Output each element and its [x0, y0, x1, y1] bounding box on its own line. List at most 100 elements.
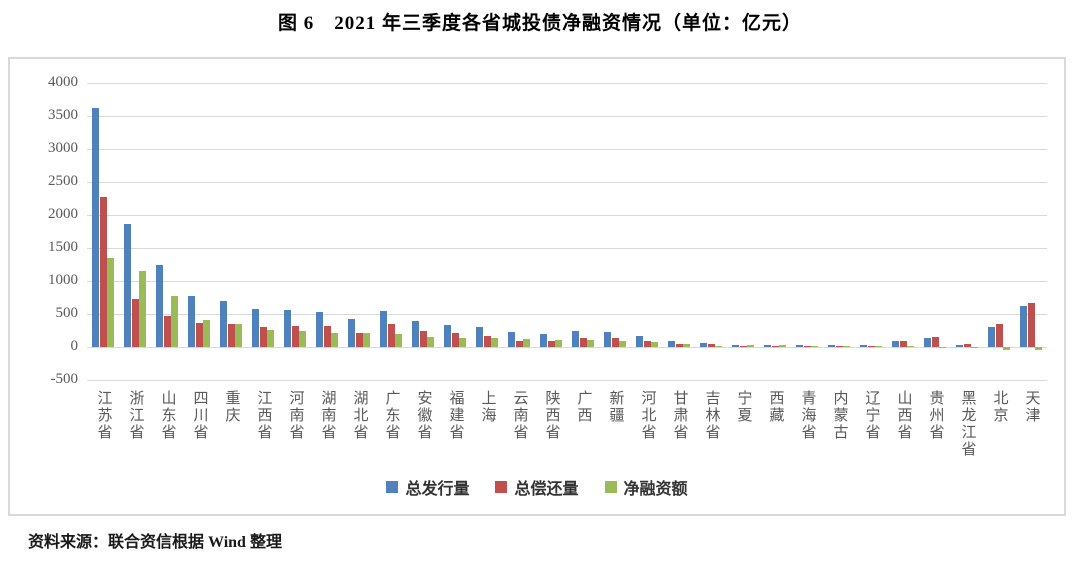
x-category-label: 吉林省 — [703, 390, 720, 441]
bar-总发行量-湖北省 — [348, 319, 355, 347]
bar-净融资额-新疆 — [619, 341, 626, 347]
bar-净融资额-四川省 — [203, 319, 210, 347]
bar-净融资额-辽宁省 — [875, 346, 882, 347]
bar-净融资额-湖南省 — [331, 333, 338, 347]
x-category-label: 重庆 — [223, 390, 240, 424]
bar-净融资额-福建省 — [459, 338, 466, 347]
gridline — [87, 149, 1047, 150]
x-category-label: 北京 — [991, 390, 1008, 424]
gridline — [87, 314, 1047, 315]
x-category-label: 天津 — [1023, 390, 1040, 424]
x-category-label: 江苏省 — [95, 390, 112, 441]
bar-净融资额-北京 — [1003, 347, 1010, 350]
bar-总发行量-福建省 — [444, 324, 451, 347]
bar-总偿还量-广东省 — [387, 323, 395, 347]
bar-净融资额-江西省 — [267, 329, 274, 347]
bar-净融资额-河南省 — [299, 331, 306, 347]
bar-净融资额-贵州省 — [939, 347, 946, 348]
gridline — [87, 281, 1047, 282]
x-category-label: 青海省 — [799, 390, 816, 441]
bar-总偿还量-北京 — [995, 323, 1003, 347]
x-category-label: 陕西省 — [543, 390, 560, 441]
bar-总偿还量-湖北省 — [355, 333, 363, 347]
x-category-label: 湖北省 — [351, 390, 368, 441]
bar-总发行量-上海 — [476, 327, 483, 347]
legend-item: 总偿还量 — [495, 475, 579, 499]
bar-总偿还量-新疆 — [611, 338, 619, 347]
x-category-label: 四川省 — [191, 390, 208, 441]
bar-净融资额-山西省 — [907, 346, 914, 347]
bar-总偿还量-广西 — [579, 337, 587, 347]
bar-总发行量-甘肃省 — [668, 341, 675, 347]
x-category-label: 内蒙古 — [831, 390, 848, 441]
chart-container: 4000 3500 3000 2500 2000 1500 1000 500 0 -500 江苏省浙… — [8, 57, 1066, 516]
chart-legend: 总发行量 总偿还量 净融资额 — [10, 475, 1064, 499]
x-category-label: 河南省 — [287, 390, 304, 441]
bar-净融资额-甘肃省 — [683, 344, 690, 347]
bar-总发行量-陕西省 — [540, 334, 547, 347]
bar-净融资额-天津 — [1035, 347, 1042, 351]
y-axis-tick-label: 2500 — [48, 173, 78, 189]
x-category-label: 甘肃省 — [671, 390, 688, 441]
bar-总偿还量-西藏 — [771, 346, 779, 347]
legend-label: 总发行量 — [405, 481, 470, 498]
gridline — [87, 83, 1047, 84]
bar-总偿还量-天津 — [1027, 303, 1035, 347]
y-axis-tick-label: 2000 — [48, 206, 78, 222]
y-axis-tick-label: 0 — [70, 338, 79, 354]
bar-净融资额-浙江省 — [139, 271, 146, 347]
bar-总偿还量-上海 — [483, 335, 491, 347]
bar-净融资额-江苏省 — [107, 257, 114, 347]
bar-总发行量-湖南省 — [316, 312, 323, 347]
bar-总发行量-辽宁省 — [860, 345, 867, 347]
x-category-label: 辽宁省 — [863, 390, 880, 441]
bar-总偿还量-云南省 — [515, 340, 523, 347]
bar-总偿还量-重庆 — [227, 323, 235, 347]
bar-总发行量-北京 — [988, 326, 995, 347]
y-axis-tick-label: 3000 — [48, 140, 78, 156]
bar-总偿还量-山西省 — [899, 341, 907, 347]
x-category-label: 广西 — [575, 390, 592, 424]
bar-总发行量-黑龙江省 — [956, 344, 963, 347]
bar-净融资额-内蒙古 — [843, 346, 850, 347]
bar-净融资额-河北省 — [651, 342, 658, 347]
legend-label: 净融资额 — [623, 481, 688, 498]
y-axis-tick-label: 1500 — [48, 239, 78, 255]
x-category-label: 安徽省 — [415, 390, 432, 441]
x-category-label: 黑龙江省 — [959, 390, 976, 458]
legend-swatch-净融资额 — [604, 481, 617, 493]
bar-净融资额-广东省 — [395, 333, 402, 347]
bar-总发行量-江苏省 — [92, 108, 99, 347]
bar-总发行量-天津 — [1020, 306, 1027, 347]
x-category-label: 宁夏 — [735, 390, 752, 424]
bar-净融资额-西藏 — [779, 345, 786, 347]
bar-总偿还量-福建省 — [451, 333, 459, 347]
bar-净融资额-青海省 — [811, 346, 818, 347]
bar-净融资额-吉林省 — [715, 346, 722, 347]
x-category-label: 贵州省 — [927, 390, 944, 441]
bar-总发行量-青海省 — [796, 345, 803, 347]
bar-总偿还量-安徽省 — [419, 330, 427, 347]
bar-总偿还量-黑龙江省 — [963, 344, 971, 347]
x-category-label: 广东省 — [383, 390, 400, 441]
bar-净融资额-安徽省 — [427, 337, 434, 347]
bar-总发行量-山东省 — [156, 264, 163, 347]
x-category-label: 浙江省 — [127, 390, 144, 441]
bar-总偿还量-甘肃省 — [675, 343, 683, 347]
legend-label: 总偿还量 — [514, 481, 579, 498]
bar-总发行量-西藏 — [764, 345, 771, 347]
x-category-label: 山西省 — [895, 390, 912, 441]
bar-总偿还量-江西省 — [259, 326, 267, 347]
bar-总发行量-新疆 — [604, 332, 611, 347]
bar-总偿还量-青海省 — [803, 346, 811, 347]
bar-总偿还量-浙江省 — [131, 299, 139, 347]
bar-总发行量-贵州省 — [924, 338, 931, 347]
y-axis-tick-label: 3500 — [48, 107, 78, 123]
legend-item: 总发行量 — [386, 475, 469, 499]
x-category-label: 福建省 — [447, 390, 464, 441]
bar-总偿还量-内蒙古 — [835, 345, 843, 347]
bar-总发行量-广东省 — [380, 310, 387, 347]
legend-item: 净融资额 — [604, 475, 688, 499]
x-category-label: 西藏 — [767, 390, 784, 424]
x-category-label: 上海 — [479, 390, 496, 424]
